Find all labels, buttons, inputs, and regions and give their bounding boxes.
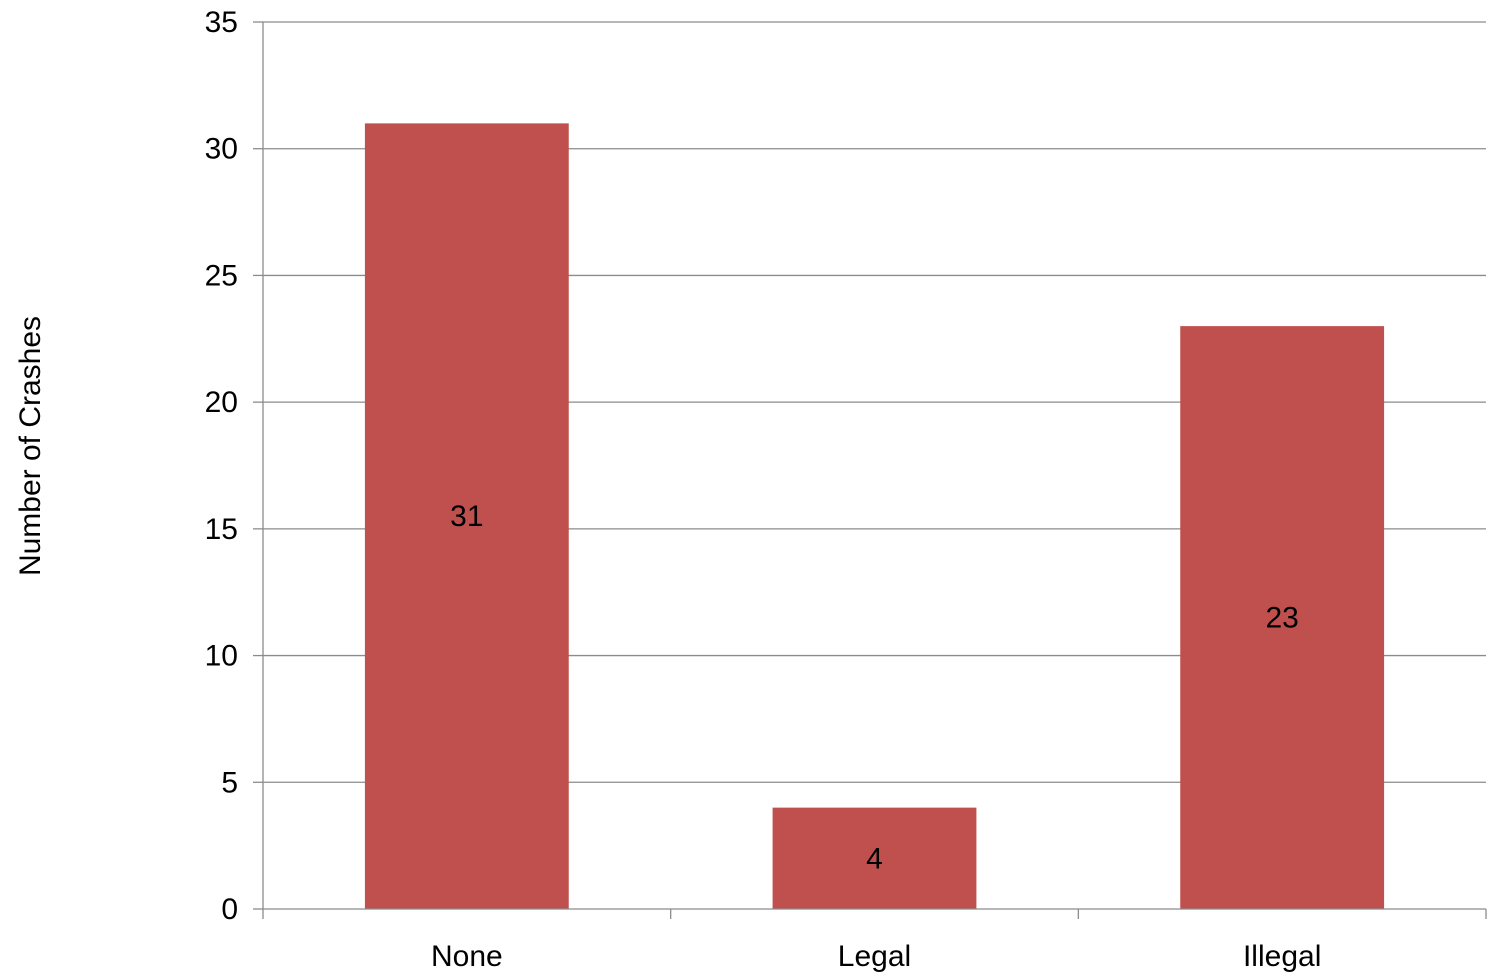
y-tick-label: 0 [221,893,238,926]
bar-illegal [1180,326,1385,910]
axes [253,21,1487,919]
x-tick-labels: None Legal Illegal [431,940,1321,973]
y-tick-label: 5 [221,766,238,799]
y-axis-title: Number of Crashes [14,316,47,576]
x-tick-label: Illegal [1243,940,1321,973]
y-tick-label: 15 [205,513,238,546]
y-tick-label: 25 [205,259,238,292]
y-tick-label: 35 [205,6,238,39]
y-tick-label: 10 [205,640,238,673]
data-label: 23 [1265,602,1298,635]
y-tick-label: 20 [205,386,238,419]
x-tick-label: None [431,940,503,973]
y-tick-label: 30 [205,133,238,166]
bars [364,123,1385,910]
data-label: 31 [450,500,483,533]
y-tick-labels: 0 5 10 15 20 25 30 35 [205,6,238,926]
bar-legal [772,807,977,909]
x-tick-label: Legal [838,940,911,973]
data-label: 4 [866,842,883,875]
data-labels: 31 4 23 [450,500,1299,875]
bar-none [364,123,569,909]
